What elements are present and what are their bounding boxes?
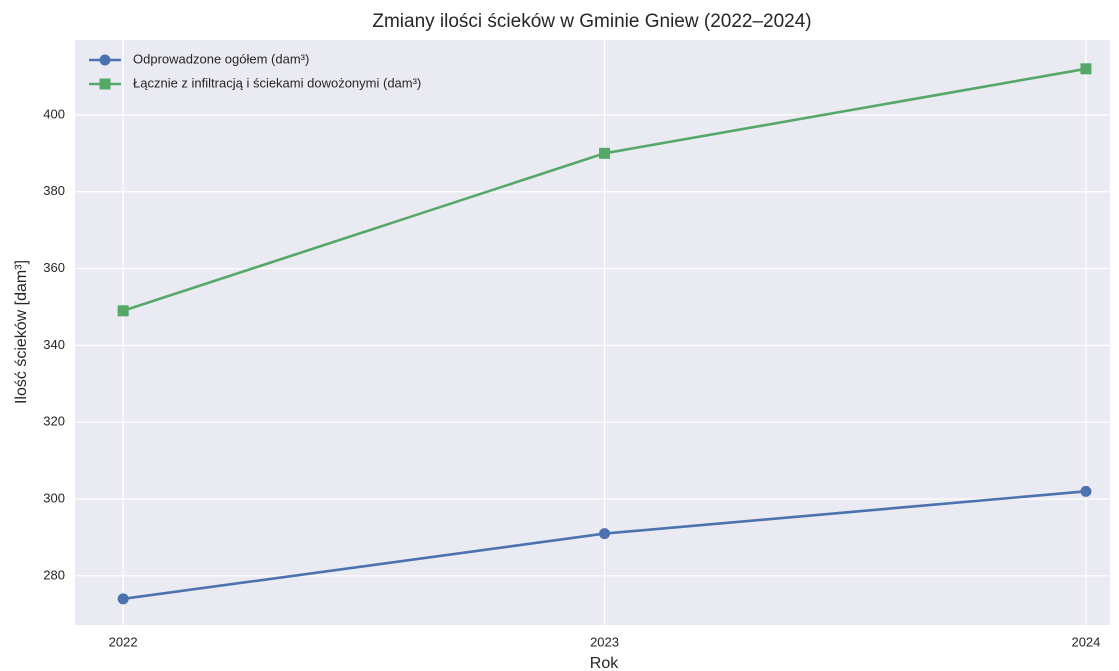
- marker: [1080, 485, 1092, 497]
- marker: [117, 593, 129, 605]
- legend-label: Łącznie z infiltracją i ściekami dowożon…: [133, 75, 421, 90]
- y-tick-label: 360: [43, 260, 65, 275]
- marker: [99, 54, 111, 66]
- y-tick-label: 340: [43, 337, 65, 352]
- y-tick-label: 320: [43, 414, 65, 429]
- y-tick-label: 300: [43, 490, 65, 505]
- plot-area: [75, 40, 1110, 625]
- legend-label: Odprowadzone ogółem (dam³): [133, 51, 309, 66]
- chart-title: Zmiany ilości ścieków w Gminie Gniew (20…: [372, 11, 811, 32]
- x-tick-label: 2024: [1071, 634, 1100, 649]
- y-tick-label: 380: [43, 183, 65, 198]
- marker: [599, 528, 611, 540]
- marker: [117, 305, 129, 317]
- marker: [599, 147, 611, 159]
- y-axis-label: Ilość ścieków [dam³]: [13, 260, 30, 404]
- x-tick-label: 2023: [590, 634, 619, 649]
- marker: [1080, 63, 1092, 75]
- legend: Odprowadzone ogółem (dam³) Łącznie z infi…: [89, 51, 421, 90]
- x-tick-label: 2022: [109, 634, 138, 649]
- y-tick-label: 280: [43, 567, 65, 582]
- x-axis-label: Rok: [590, 655, 619, 671]
- marker: [99, 78, 111, 90]
- y-tick-label: 400: [43, 106, 65, 121]
